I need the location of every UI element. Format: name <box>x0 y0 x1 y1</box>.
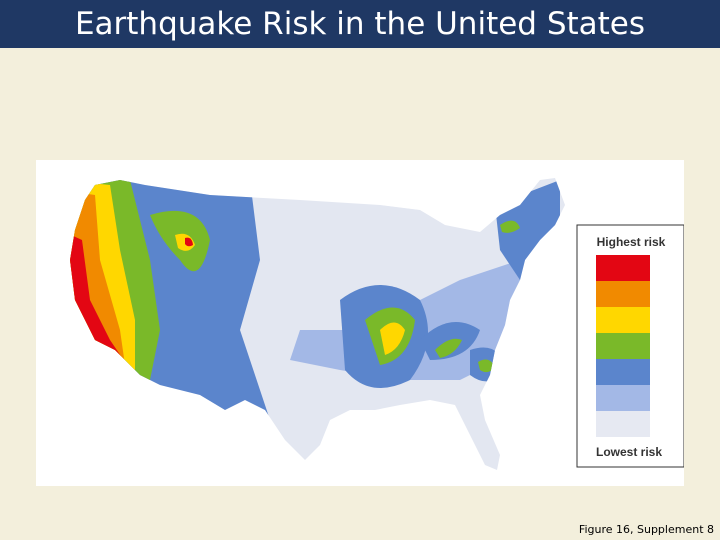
legend-swatch <box>596 411 650 437</box>
legend-top-label: Highest risk <box>597 235 666 249</box>
title: Earthquake Risk in the United States <box>74 6 646 42</box>
legend-swatch <box>596 281 650 307</box>
caption: Figure 16, Supplement 8 <box>578 523 714 536</box>
map: Highest risk Lowest risk <box>36 160 684 486</box>
legend-swatch <box>596 359 650 385</box>
legend-swatch <box>596 255 650 281</box>
legend-swatch <box>596 333 650 359</box>
legend-swatch <box>596 385 650 411</box>
legend-bottom-label: Lowest risk <box>596 445 662 459</box>
title-bar: Earthquake Risk in the United States <box>0 0 720 48</box>
legend-swatch <box>596 307 650 333</box>
